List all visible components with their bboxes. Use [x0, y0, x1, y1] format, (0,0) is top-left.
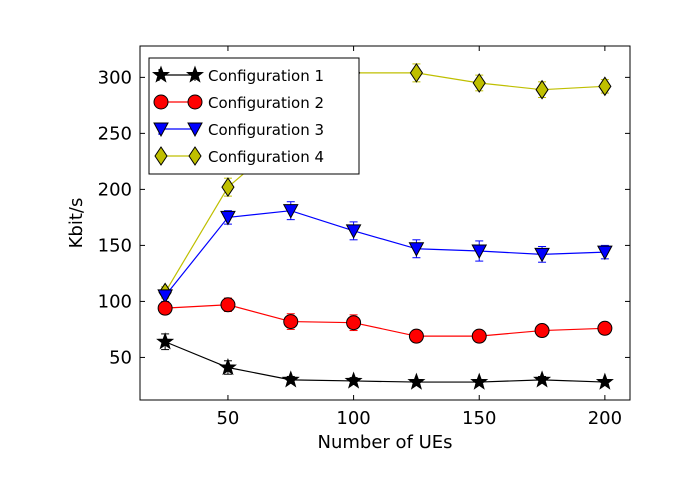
- data-point: [471, 328, 487, 344]
- data-point: [220, 210, 236, 226]
- data-point: [407, 372, 426, 390]
- legend-item: Configuration 3: [153, 121, 324, 139]
- legend-label: Configuration 2: [208, 94, 324, 112]
- data-point: [534, 323, 550, 339]
- legend-item: Configuration 1: [151, 65, 324, 85]
- data-point: [283, 314, 299, 330]
- ticks-layer: 50 100 150 200 50 100 150 200 250 300: [98, 46, 630, 429]
- legend-marker: [188, 146, 202, 166]
- series-line: [164, 341, 605, 383]
- y-tick-label: 100: [98, 291, 132, 312]
- data-point: [535, 79, 549, 100]
- data-point: [157, 300, 173, 316]
- data-point: [345, 224, 362, 239]
- series-layer: [156, 62, 614, 390]
- legend-label: Configuration 1: [208, 67, 324, 85]
- data-point: [533, 370, 552, 388]
- legend-marker: [154, 146, 168, 166]
- series-line: [165, 304, 605, 337]
- data-point: [281, 370, 300, 388]
- y-axis-title: Kbit/s: [66, 198, 87, 249]
- data-point: [472, 73, 486, 93]
- legend-marker: [187, 122, 203, 138]
- series-line: [164, 72, 605, 293]
- data-point: [597, 245, 613, 261]
- data-point: [157, 289, 173, 304]
- data-point: [598, 76, 612, 97]
- y-tick-label: 300: [98, 67, 132, 88]
- legend-box: [148, 57, 360, 175]
- data-point: [409, 62, 424, 83]
- legend-item: Configuration 4: [154, 146, 324, 166]
- data-point: [470, 372, 489, 390]
- series-3: [157, 201, 613, 304]
- y-tick-label: 150: [98, 235, 132, 256]
- legend-label: Configuration 3: [208, 121, 324, 139]
- plot-frame: [139, 45, 631, 401]
- data-point: [534, 247, 550, 263]
- x-axis-title: Number of UEs: [317, 432, 452, 453]
- data-point: [408, 242, 425, 257]
- legend-marker: [185, 65, 205, 83]
- data-point: [408, 328, 424, 344]
- legend-item: Configuration 2: [153, 94, 324, 112]
- legend: Configuration 1 Configuration 2 Configurat…: [148, 57, 360, 175]
- data-point: [595, 372, 614, 390]
- x-tick-label: 50: [216, 408, 239, 429]
- x-tick-label: 100: [336, 408, 370, 429]
- data-point: [156, 332, 175, 350]
- data-point: [471, 244, 488, 260]
- series-line: [164, 210, 605, 297]
- data-point: [346, 315, 362, 331]
- series-1: [156, 332, 614, 390]
- x-tick-label: 200: [588, 408, 622, 429]
- data-point: [282, 204, 299, 219]
- legend-marker: [151, 65, 171, 83]
- legend-marker: [187, 94, 203, 110]
- series-2: [157, 297, 613, 344]
- legend-marker: [153, 94, 169, 110]
- data-point: [221, 177, 235, 198]
- data-point: [344, 371, 363, 389]
- y-tick-label: 200: [98, 179, 132, 200]
- x-tick-label: 150: [462, 408, 496, 429]
- data-point: [220, 297, 236, 313]
- data-point: [597, 320, 613, 336]
- data-point: [218, 358, 237, 376]
- legend-marker: [153, 122, 169, 138]
- y-tick-label: 50: [109, 347, 132, 368]
- y-tick-label: 250: [98, 123, 132, 144]
- legend-label: Configuration 4: [208, 148, 324, 166]
